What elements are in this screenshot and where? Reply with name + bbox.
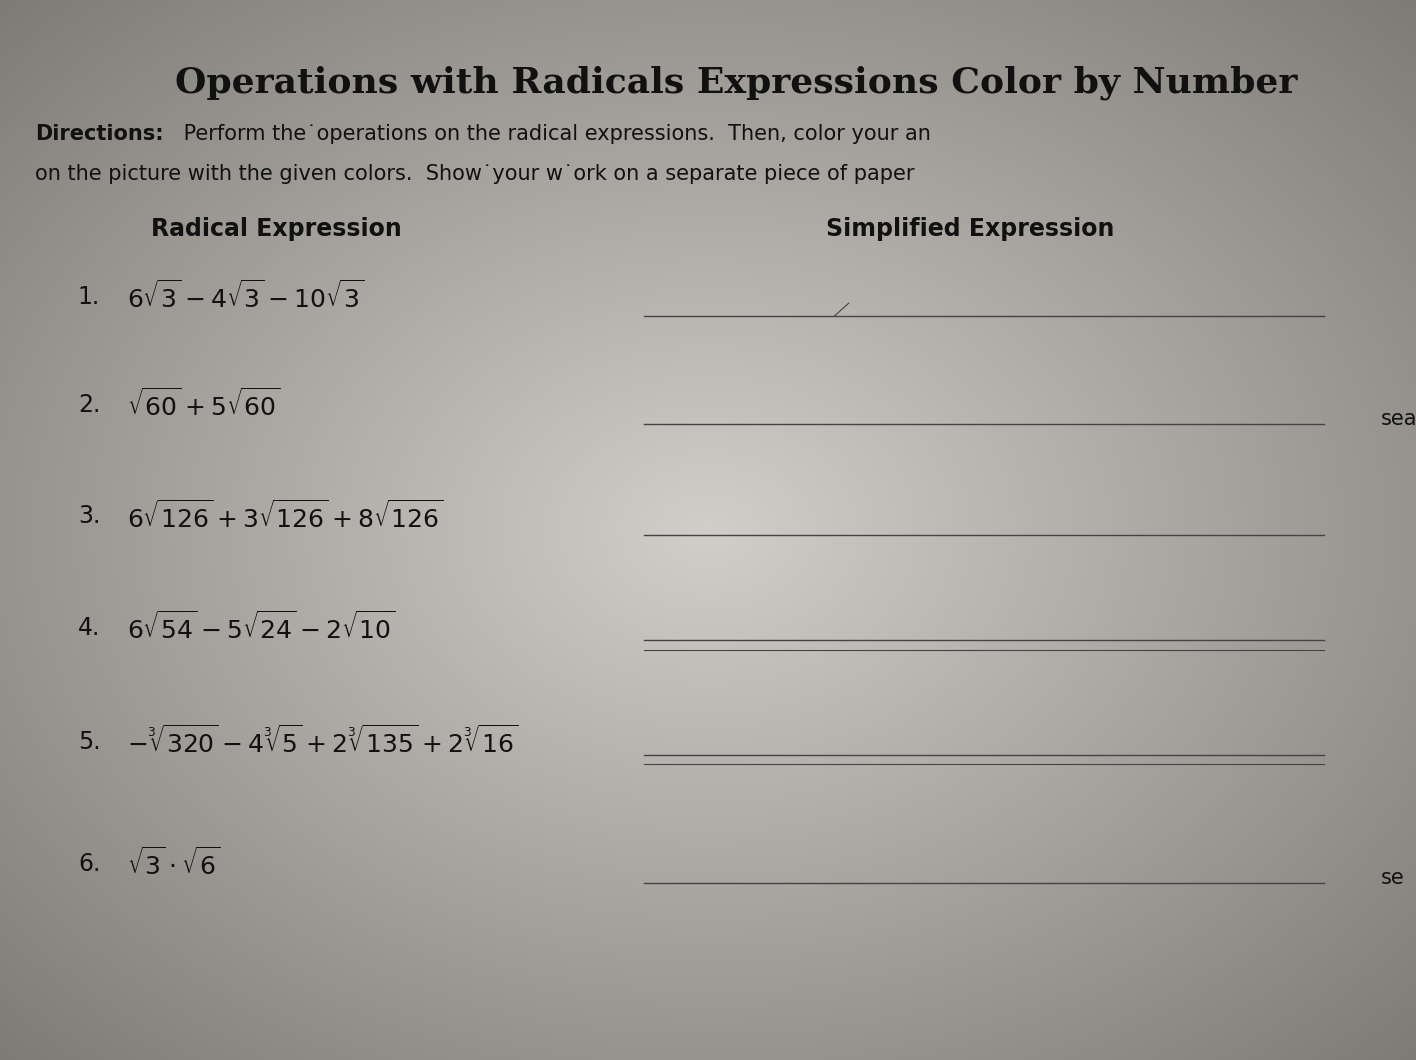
Text: 5.: 5. — [78, 730, 101, 754]
Text: on the picture with the given colors.  Show˙your w˙ork on a separate piece of pa: on the picture with the given colors. Sh… — [35, 164, 915, 184]
Text: $\sqrt{3} \cdot \sqrt{6}$: $\sqrt{3} \cdot \sqrt{6}$ — [127, 848, 221, 880]
Text: $-\sqrt[3]{320} - 4\sqrt[3]{5} + 2\sqrt[3]{135} + 2\sqrt[3]{16}$: $-\sqrt[3]{320} - 4\sqrt[3]{5} + 2\sqrt[… — [127, 726, 518, 758]
Text: Simplified Expression: Simplified Expression — [826, 217, 1114, 242]
Text: 1.: 1. — [78, 285, 101, 308]
Text: 4.: 4. — [78, 616, 101, 639]
Text: $6\sqrt{54} - 5\sqrt{24} - 2\sqrt{10}$: $6\sqrt{54} - 5\sqrt{24} - 2\sqrt{10}$ — [127, 612, 396, 643]
Text: $\sqrt{60} + 5\sqrt{60}$: $\sqrt{60} + 5\sqrt{60}$ — [127, 389, 282, 421]
Text: Perform the˙operations on the radical expressions.  Then, color your an: Perform the˙operations on the radical ex… — [177, 124, 930, 144]
Text: sea: sea — [1381, 409, 1416, 428]
Text: Radical Expression: Radical Expression — [150, 217, 402, 242]
Text: $6\sqrt{126} + 3\sqrt{126} + 8\sqrt{126}$: $6\sqrt{126} + 3\sqrt{126} + 8\sqrt{126}… — [127, 500, 445, 532]
Text: Directions:: Directions: — [35, 124, 164, 144]
Text: $6\sqrt{3} - 4\sqrt{3} - 10\sqrt{3}$: $6\sqrt{3} - 4\sqrt{3} - 10\sqrt{3}$ — [127, 281, 364, 313]
Text: 2.: 2. — [78, 393, 101, 417]
Text: se: se — [1381, 868, 1405, 887]
Text: 3.: 3. — [78, 505, 101, 528]
Text: Operations with Radicals Expressions Color by Number: Operations with Radicals Expressions Col… — [176, 66, 1297, 101]
Text: 6.: 6. — [78, 852, 101, 876]
